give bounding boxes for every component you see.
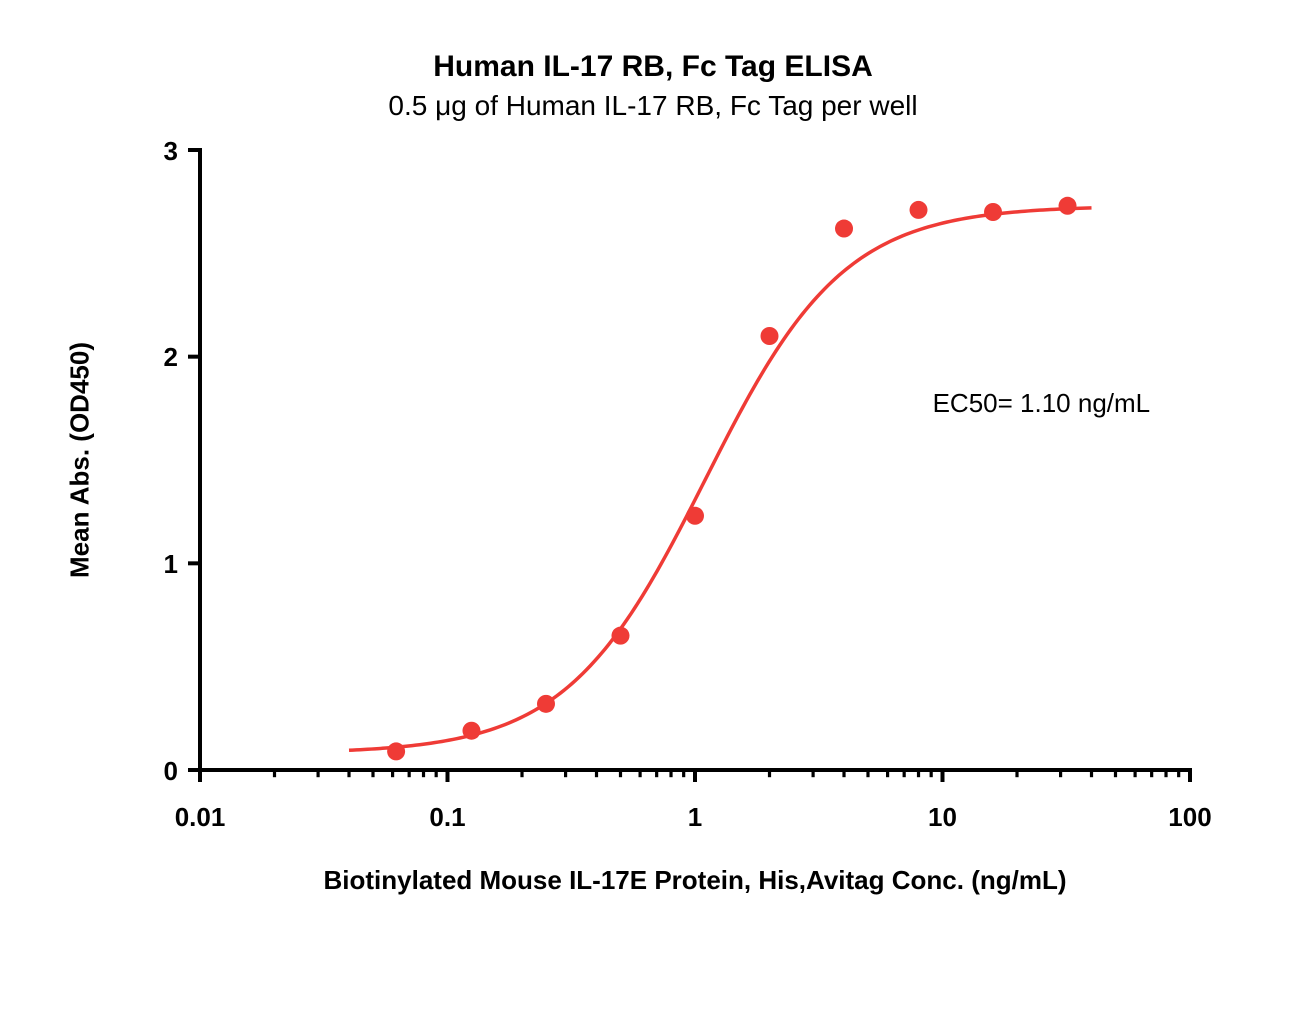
x-tick-label: 0.1: [429, 802, 465, 833]
x-tick-label: 1: [688, 802, 702, 833]
y-tick-label: 2: [164, 342, 178, 373]
elisa-chart: Human IL-17 RB, Fc Tag ELISA 0.5 μg of H…: [0, 0, 1306, 1017]
y-tick-label: 3: [164, 136, 178, 167]
x-tick-label: 0.01: [175, 802, 226, 833]
chart-subtitle: 0.5 μg of Human IL-17 RB, Fc Tag per wel…: [388, 90, 917, 122]
x-axis-label: Biotinylated Mouse IL-17E Protein, His,A…: [324, 865, 1067, 896]
chart-title: Human IL-17 RB, Fc Tag ELISA: [433, 50, 873, 84]
y-tick-label: 1: [164, 549, 178, 580]
x-tick-label: 100: [1168, 802, 1211, 833]
plot-area: [200, 150, 1190, 770]
ec50-annotation: EC50= 1.10 ng/mL: [933, 388, 1151, 419]
x-tick-label: 10: [928, 802, 957, 833]
y-axis-label: Mean Abs. (OD450): [65, 342, 96, 578]
y-tick-label: 0: [164, 756, 178, 787]
